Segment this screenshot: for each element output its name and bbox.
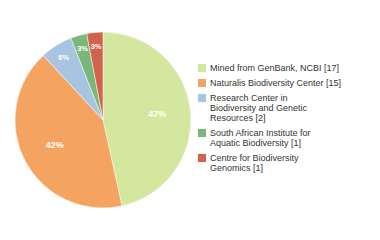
svg-text:42%: 42% — [46, 140, 64, 150]
svg-text:3%: 3% — [91, 42, 102, 51]
svg-text:6%: 6% — [58, 53, 69, 62]
html-text:Research Center in Biodiversit: Research Center in Biodiversity and Gene… — [210, 92, 308, 123]
svg-text:47%: 47% — [148, 109, 166, 119]
svg-text:3%: 3% — [77, 44, 88, 53]
html-text:Mined from GenBank, NCBI [17]: Mined from GenBank, NCBI [17] — [210, 62, 340, 73]
html-text:Centre for Biodiversity Genomi: Centre for Biodiversity Genomics [1] — [210, 152, 299, 173]
html-text:Naturalis Biodiversity Center: Naturalis Biodiversity Center [15] — [210, 77, 342, 88]
html-text:South African Institute for Aq: South African Institute for Aquatic Biod… — [210, 127, 311, 148]
